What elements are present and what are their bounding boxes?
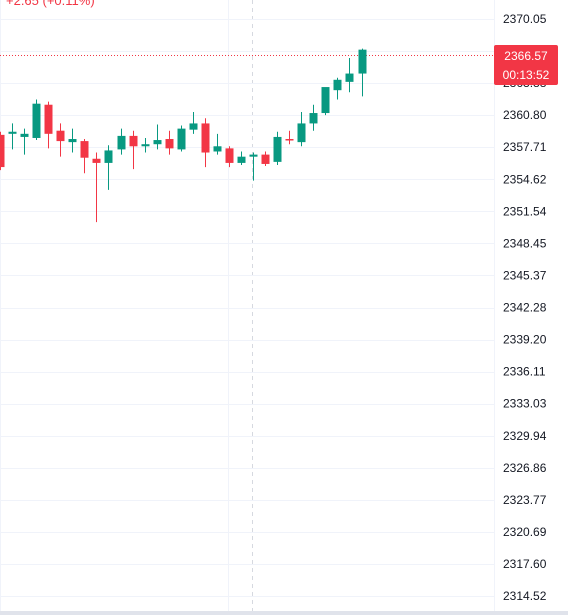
candle [333,77,342,100]
candle [297,111,306,147]
candle-body [20,133,29,137]
candle-body [201,123,210,153]
candle-body [104,150,113,163]
candle-body [129,135,138,147]
candle-body [261,154,270,164]
candle-body [141,144,150,147]
candle-body [117,135,126,150]
candle [153,124,162,150]
last-price-badge: 2366.57 00:13:52 [494,45,558,85]
candle-body [213,146,222,152]
price-tick-label: 2336.11 [503,365,546,379]
candle [237,151,246,165]
candle [80,139,89,174]
price-tick-label: 2360.80 [503,108,547,122]
candle-body [56,130,65,142]
candle [201,118,210,168]
candle-body [153,140,162,145]
candle [117,128,126,155]
price-tick-label: 2351.54 [503,204,547,218]
candle [56,123,65,157]
candle [32,99,41,141]
candle-body [189,123,198,130]
candle [92,152,101,223]
candle-body [32,103,41,138]
candle [141,137,150,153]
candle [249,152,258,181]
candle-body [345,73,354,82]
candle-body [8,131,17,134]
candle-body [177,128,186,150]
candle [261,151,270,167]
price-tick-label: 2342.28 [503,301,547,315]
price-tick-label: 2317.60 [503,557,547,571]
candle-body [273,136,282,162]
candle-body [225,148,234,163]
candle [189,111,198,134]
candle [8,123,17,150]
candle-body [92,158,101,163]
candle [68,128,77,153]
candle-body [285,139,294,141]
candle-body [321,87,330,114]
candle [285,130,294,145]
last-price-value: 2366.57 [504,49,548,63]
candles [0,48,367,223]
price-tick-label: 2329.94 [503,429,547,443]
candle-body [358,49,367,74]
price-tick-label: 2333.03 [503,397,547,411]
candle [321,87,330,116]
price-tick-label: 2357.71 [503,140,547,154]
price-tick-label: 2326.86 [503,461,547,475]
candle [177,125,186,152]
price-tick-label: 2354.62 [503,172,547,186]
candle [213,133,222,155]
candle-body [297,123,306,143]
candle [345,57,354,93]
candle-body [333,79,342,91]
candle [104,145,113,190]
candle-body [80,141,89,158]
candle [358,48,367,97]
candle-body [44,104,53,134]
candle [309,104,318,131]
grid [0,0,495,611]
price-tick-label: 2370.05 [503,12,547,26]
bar-countdown: 00:13:52 [502,68,550,82]
price-change-label: +2.65 (+0.11%) [6,0,95,8]
candle [44,101,53,149]
candle [225,146,234,168]
candle [273,131,282,165]
candle-body [249,154,258,157]
price-tick-label: 2320.69 [503,525,547,539]
price-tick-label: 2323.77 [503,493,547,507]
candle-body [237,156,246,163]
candle-body [0,134,5,168]
price-tick-label: 2339.20 [503,333,547,347]
candle-body [309,113,318,124]
candle [20,128,29,155]
price-tick-label: 2314.52 [503,589,547,603]
price-tick-label: 2345.37 [503,268,547,282]
candle-body [68,139,77,143]
candle [0,131,5,171]
candle [129,130,138,170]
candle [165,130,174,155]
time-axis-edge [0,611,568,615]
price-tick-label: 2348.45 [503,236,547,250]
price-axis[interactable]: 2370.052366.962363.882360.802357.712354.… [503,12,547,603]
candle-body [165,139,174,149]
